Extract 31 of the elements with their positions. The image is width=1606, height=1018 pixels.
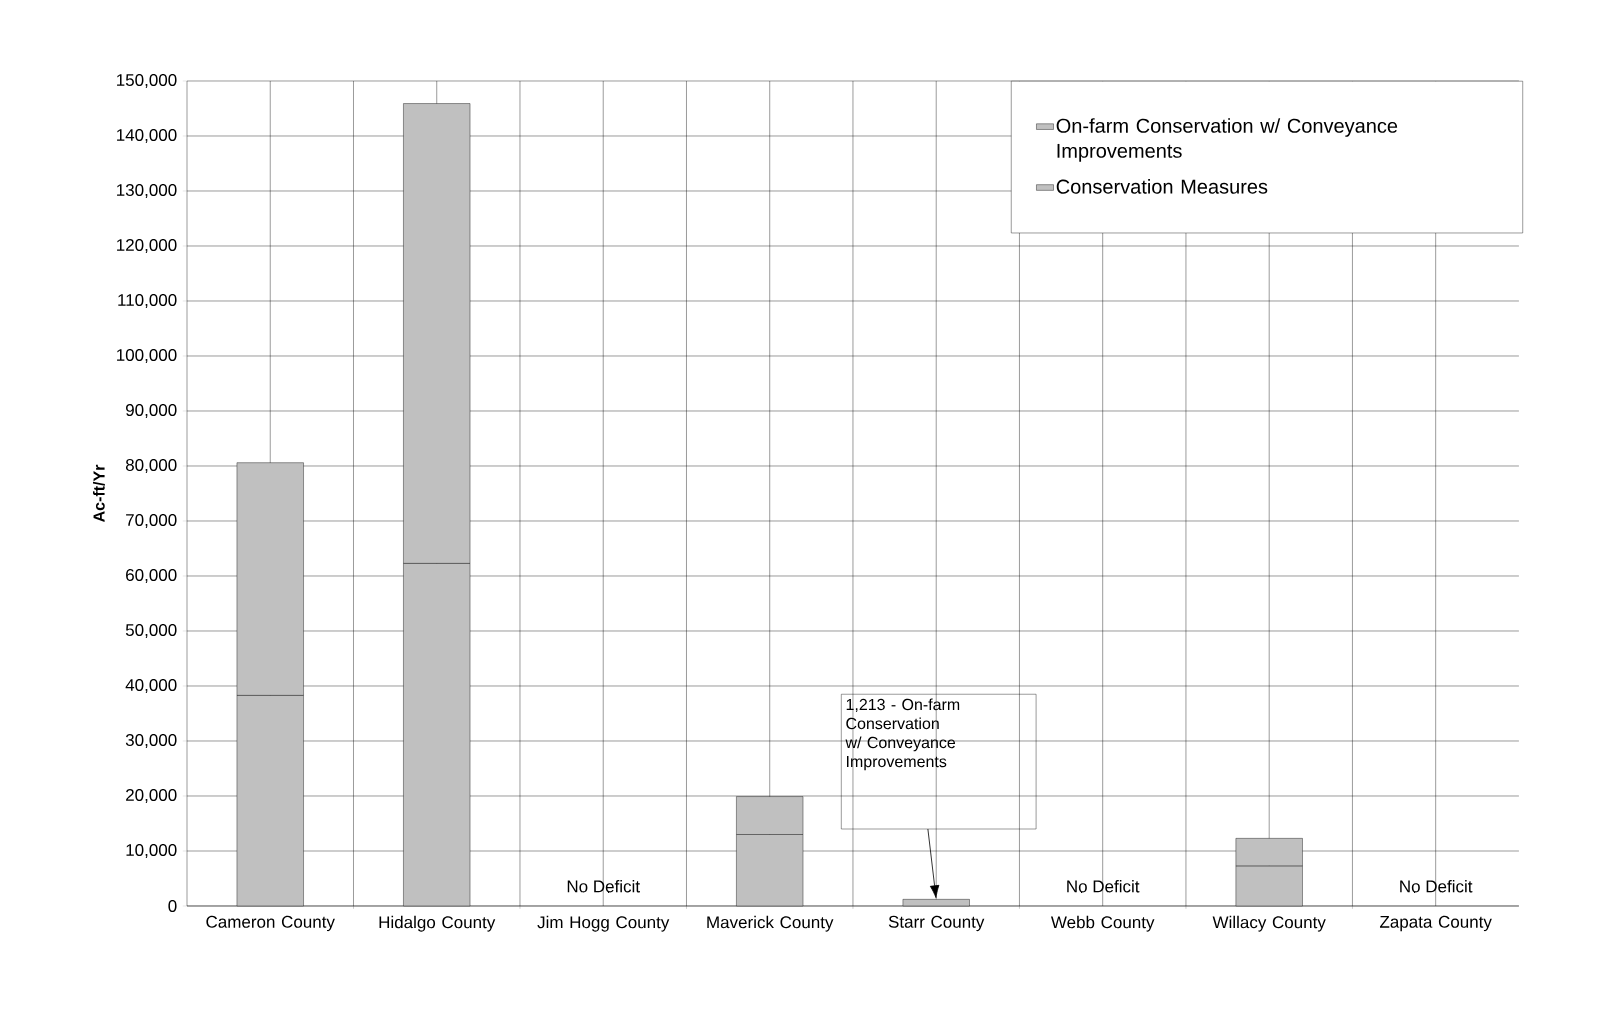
y-tick-label: 100,000: [117, 348, 177, 364]
y-tick-label: 50,000: [125, 623, 177, 639]
x-tick-label: Starr County: [888, 915, 985, 932]
y-tick-label: 90,000: [126, 403, 177, 419]
legend-label: Conservation Measures: [1056, 179, 1268, 194]
y-tick-label: 30,000: [125, 733, 177, 749]
x-tick-label: Webb County: [1050, 915, 1155, 932]
annotation: No Deficit: [1400, 879, 1473, 893]
y-axis-title: Ac-ft/Yr: [92, 464, 105, 522]
y-tick-label: 110,000: [118, 293, 177, 309]
x-tick-label: Willacy County: [1212, 915, 1326, 932]
y-tick-label: 20,000: [126, 788, 177, 804]
y-tick-label: 10,000: [126, 843, 177, 859]
y-tick-label: 80,000: [125, 458, 177, 474]
x-tick-label: Cameron County: [206, 915, 335, 932]
y-tick-label: 140,000: [117, 128, 177, 144]
annotation: No Deficit: [567, 879, 640, 893]
y-tick-label: 0: [168, 899, 177, 913]
x-tick-label: Hidalgo County: [379, 915, 496, 932]
y-tick-label: 60,000: [126, 568, 177, 584]
legend-label: On-farm Conservation w/ Conveyance Improvements: [1056, 118, 1398, 162]
y-tick-label: 150,000: [117, 73, 177, 89]
x-tick-label: Jim Hogg County: [537, 915, 670, 932]
x-tick-label: Maverick County: [707, 915, 834, 932]
y-tick-label: 120,000: [117, 238, 177, 254]
x-tick-label: Zapata County: [1379, 915, 1492, 932]
y-tick-label: 40,000: [125, 678, 177, 694]
y-tick-label: 130,000: [117, 183, 177, 199]
annotation: 1,213 - On-farm Conservation w/ Conveyance Improvements: [845, 698, 960, 771]
y-tick-label: 70,000: [126, 513, 177, 529]
annotation: No Deficit: [1067, 879, 1140, 893]
